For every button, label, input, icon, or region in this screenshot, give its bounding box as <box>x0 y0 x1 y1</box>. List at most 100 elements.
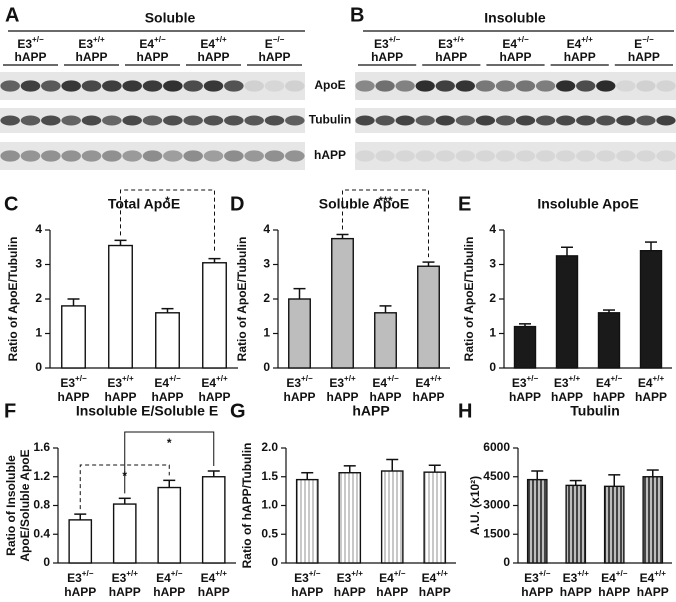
y-tick-label: 3 <box>35 257 42 271</box>
group-label-sup: +/− <box>389 35 401 44</box>
y-tick-label: 1500 <box>483 526 510 540</box>
y-axis-label: A.U. (x10²) <box>468 476 482 535</box>
x-tick-label-sup: +/− <box>394 569 406 578</box>
blot-band <box>20 80 41 92</box>
y-tick-label: 2 <box>263 291 270 305</box>
y-tick-label: 1.0 <box>261 498 278 512</box>
bar <box>597 312 621 369</box>
bar <box>112 503 137 564</box>
x-tick-label-base: E4 <box>415 376 430 390</box>
x-tick-label-sup: +/+ <box>430 374 442 383</box>
blot-band <box>203 150 224 162</box>
group-label-sup: +/+ <box>93 35 105 44</box>
blot-band <box>355 80 375 92</box>
x-tick-label-line2: hAPP <box>376 585 408 599</box>
group-label-base: E3 <box>374 37 389 51</box>
x-tick-label-base: E3 <box>67 571 82 585</box>
blot-band <box>183 115 203 126</box>
x-tick-label-base: E3 <box>512 376 527 390</box>
group-label-line2: hAPP <box>499 50 531 64</box>
x-tick-label-sup: +/− <box>527 374 539 383</box>
bar <box>331 237 354 369</box>
x-tick-label-sup: +/+ <box>436 569 448 578</box>
x-tick-label-line2: hAPP <box>104 390 136 404</box>
y-tick-label: 2 <box>489 291 496 305</box>
x-tick-label-sup: +/+ <box>654 569 666 578</box>
group-label-base: E3 <box>438 37 453 51</box>
blot-band <box>203 115 224 126</box>
x-tick-label-line2: hAPP <box>635 390 667 404</box>
blot-band <box>264 150 285 162</box>
x-tick-label-base: E4 <box>596 376 611 390</box>
bar <box>423 471 447 564</box>
blot-band <box>415 115 435 126</box>
group-label: E3+/− <box>17 35 44 51</box>
x-tick-label: E3+/− <box>294 569 321 585</box>
blot-band <box>41 115 61 126</box>
x-tick-label-line2: hAPP <box>283 390 315 404</box>
group-label-sup: +/− <box>517 35 529 44</box>
x-tick-label-line2: hAPP <box>198 390 230 404</box>
x-tick-label: E3+/− <box>67 569 94 585</box>
blot-band <box>81 115 102 126</box>
x-tick-label-base: E4 <box>422 571 437 585</box>
bar <box>526 478 548 564</box>
y-axis-label: Ratio of hAPP/Tubulin <box>240 443 254 569</box>
x-tick-label-base: E3 <box>294 571 309 585</box>
blot-band <box>61 150 81 162</box>
blot-band <box>515 115 536 126</box>
blot-band <box>475 115 496 126</box>
x-tick-label-sup: +/− <box>616 569 628 578</box>
x-tick-label-base: E4 <box>601 571 616 585</box>
y-tick-label: 3 <box>263 257 270 271</box>
blot-band <box>41 150 61 162</box>
blot-band <box>0 150 20 162</box>
x-tick-label-base: E3 <box>337 571 352 585</box>
group-label-sup: +/− <box>154 35 166 44</box>
y-tick-label: 1.6 <box>33 440 50 454</box>
blot-band <box>142 115 163 126</box>
blot-band <box>285 115 305 126</box>
blot-band <box>102 150 122 162</box>
group-label: E4+/− <box>139 35 166 51</box>
chart-title: Insoluble E/Soluble E <box>76 403 218 419</box>
blot-band <box>163 115 183 126</box>
panel-label: E <box>458 193 471 215</box>
x-tick-label: E4+/− <box>601 569 628 585</box>
x-tick-label-base: E3 <box>112 571 127 585</box>
bar <box>639 249 663 369</box>
bar <box>555 255 579 369</box>
blot-band <box>20 115 41 126</box>
x-tick-label-line2: hAPP <box>151 390 183 404</box>
blot-band <box>264 115 285 126</box>
bar <box>603 485 625 564</box>
blot-band <box>656 80 676 92</box>
significance-bracket <box>79 464 170 510</box>
x-tick-label-line2: hAPP <box>291 585 323 599</box>
y-tick-label: 4500 <box>483 469 510 483</box>
x-tick-label-base: E4 <box>156 571 171 585</box>
y-tick-label: 6000 <box>483 440 510 454</box>
x-tick-label-line2: hAPP <box>109 585 141 599</box>
x-tick-label: E3+/+ <box>329 374 356 390</box>
blot-band <box>224 80 244 92</box>
x-tick-label-line2: hAPP <box>593 390 625 404</box>
x-tick-label-sup: +/+ <box>126 569 138 578</box>
x-tick-label-line2: hAPP <box>198 585 230 599</box>
x-tick-label-sup: +/+ <box>344 374 356 383</box>
x-tick-label-line2: hAPP <box>153 585 185 599</box>
blot-band <box>475 150 496 162</box>
blot-band <box>475 80 496 92</box>
group-label: E−/− <box>634 35 654 51</box>
group-label-sup: −/− <box>642 35 654 44</box>
y-axis-label: ApoE/Soluble ApoE <box>18 449 32 561</box>
group-label-base: E <box>634 37 642 51</box>
x-tick-label-base: E4 <box>372 376 387 390</box>
y-axis-label: Ratio of ApoE/Tubulin <box>6 237 20 362</box>
group-label: E4+/− <box>502 35 529 51</box>
y-tick-label: 0 <box>489 360 496 374</box>
group-label-line2: hAPP <box>564 50 596 64</box>
x-tick-label-sup: +/+ <box>569 374 581 383</box>
